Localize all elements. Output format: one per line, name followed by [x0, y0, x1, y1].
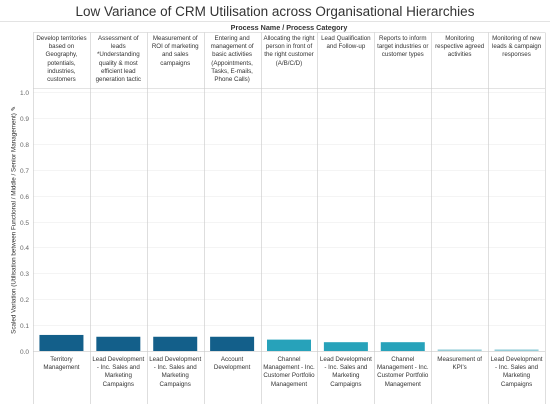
y-tick-label: 0.3 [20, 271, 29, 278]
bar [39, 334, 84, 351]
y-tick-label: 0.4 [20, 245, 29, 252]
process-name-header: Monitoring respective agreed activities [435, 35, 485, 59]
x-tick-label: Channel Management - Inc. Customer Portf… [376, 356, 429, 388]
process-name-header: Measurement of ROI of marketing and sale… [151, 35, 199, 67]
column-header-title: Process Name / Process Category [230, 23, 348, 32]
bar [96, 336, 141, 351]
y-tick-label: 1.0 [20, 90, 29, 97]
y-tick-label: 0.0 [20, 349, 29, 356]
y-tick-label: 0.6 [20, 194, 29, 201]
process-name-header: Reports to inform target industries or c… [377, 35, 429, 59]
y-tick-label: 0.1 [20, 323, 29, 330]
x-tick-label: Lead Development - Inc. Sales and Market… [490, 356, 543, 388]
x-tick-label: Lead Development - Inc. Sales and Market… [149, 356, 202, 388]
y-tick-label: 0.5 [20, 220, 29, 227]
x-tick-label: Lead Development - Inc. Sales and Market… [92, 356, 145, 388]
bar [437, 349, 482, 351]
process-name-header: Allocating the right person in front of … [263, 35, 315, 67]
y-tick-label: 0.8 [20, 142, 29, 149]
bar [210, 336, 255, 351]
chart-title: Low Variance of CRM Utilisation across O… [75, 4, 475, 19]
process-name-header: Develop territories based on Geography, … [36, 35, 87, 84]
y-tick-label: 0.7 [20, 168, 29, 175]
x-tick-label: Lead Development - Inc. Sales and Market… [319, 356, 372, 388]
process-name-header: Monitoring of new leads & campaign respo… [491, 35, 542, 59]
y-tick-label: 0.9 [20, 116, 29, 123]
x-tick-label: Territory Management [43, 356, 80, 372]
x-tick-label: Measurement of KPI's [437, 356, 483, 372]
x-tick-label: Channel Management - Inc. Customer Portf… [263, 356, 315, 388]
x-tick-label: Account Development [213, 356, 251, 372]
process-name-header: Entering and management of basic activit… [210, 35, 254, 84]
bar [267, 339, 311, 351]
process-name-header: Assessment of leads *Understanding quali… [95, 35, 142, 84]
bar [494, 349, 539, 351]
process-name-header: Lead Qualification and Follow-up [321, 35, 371, 51]
y-tick-label: 0.2 [20, 297, 29, 304]
bar [153, 336, 198, 351]
bar [380, 342, 425, 351]
bar [323, 342, 368, 351]
